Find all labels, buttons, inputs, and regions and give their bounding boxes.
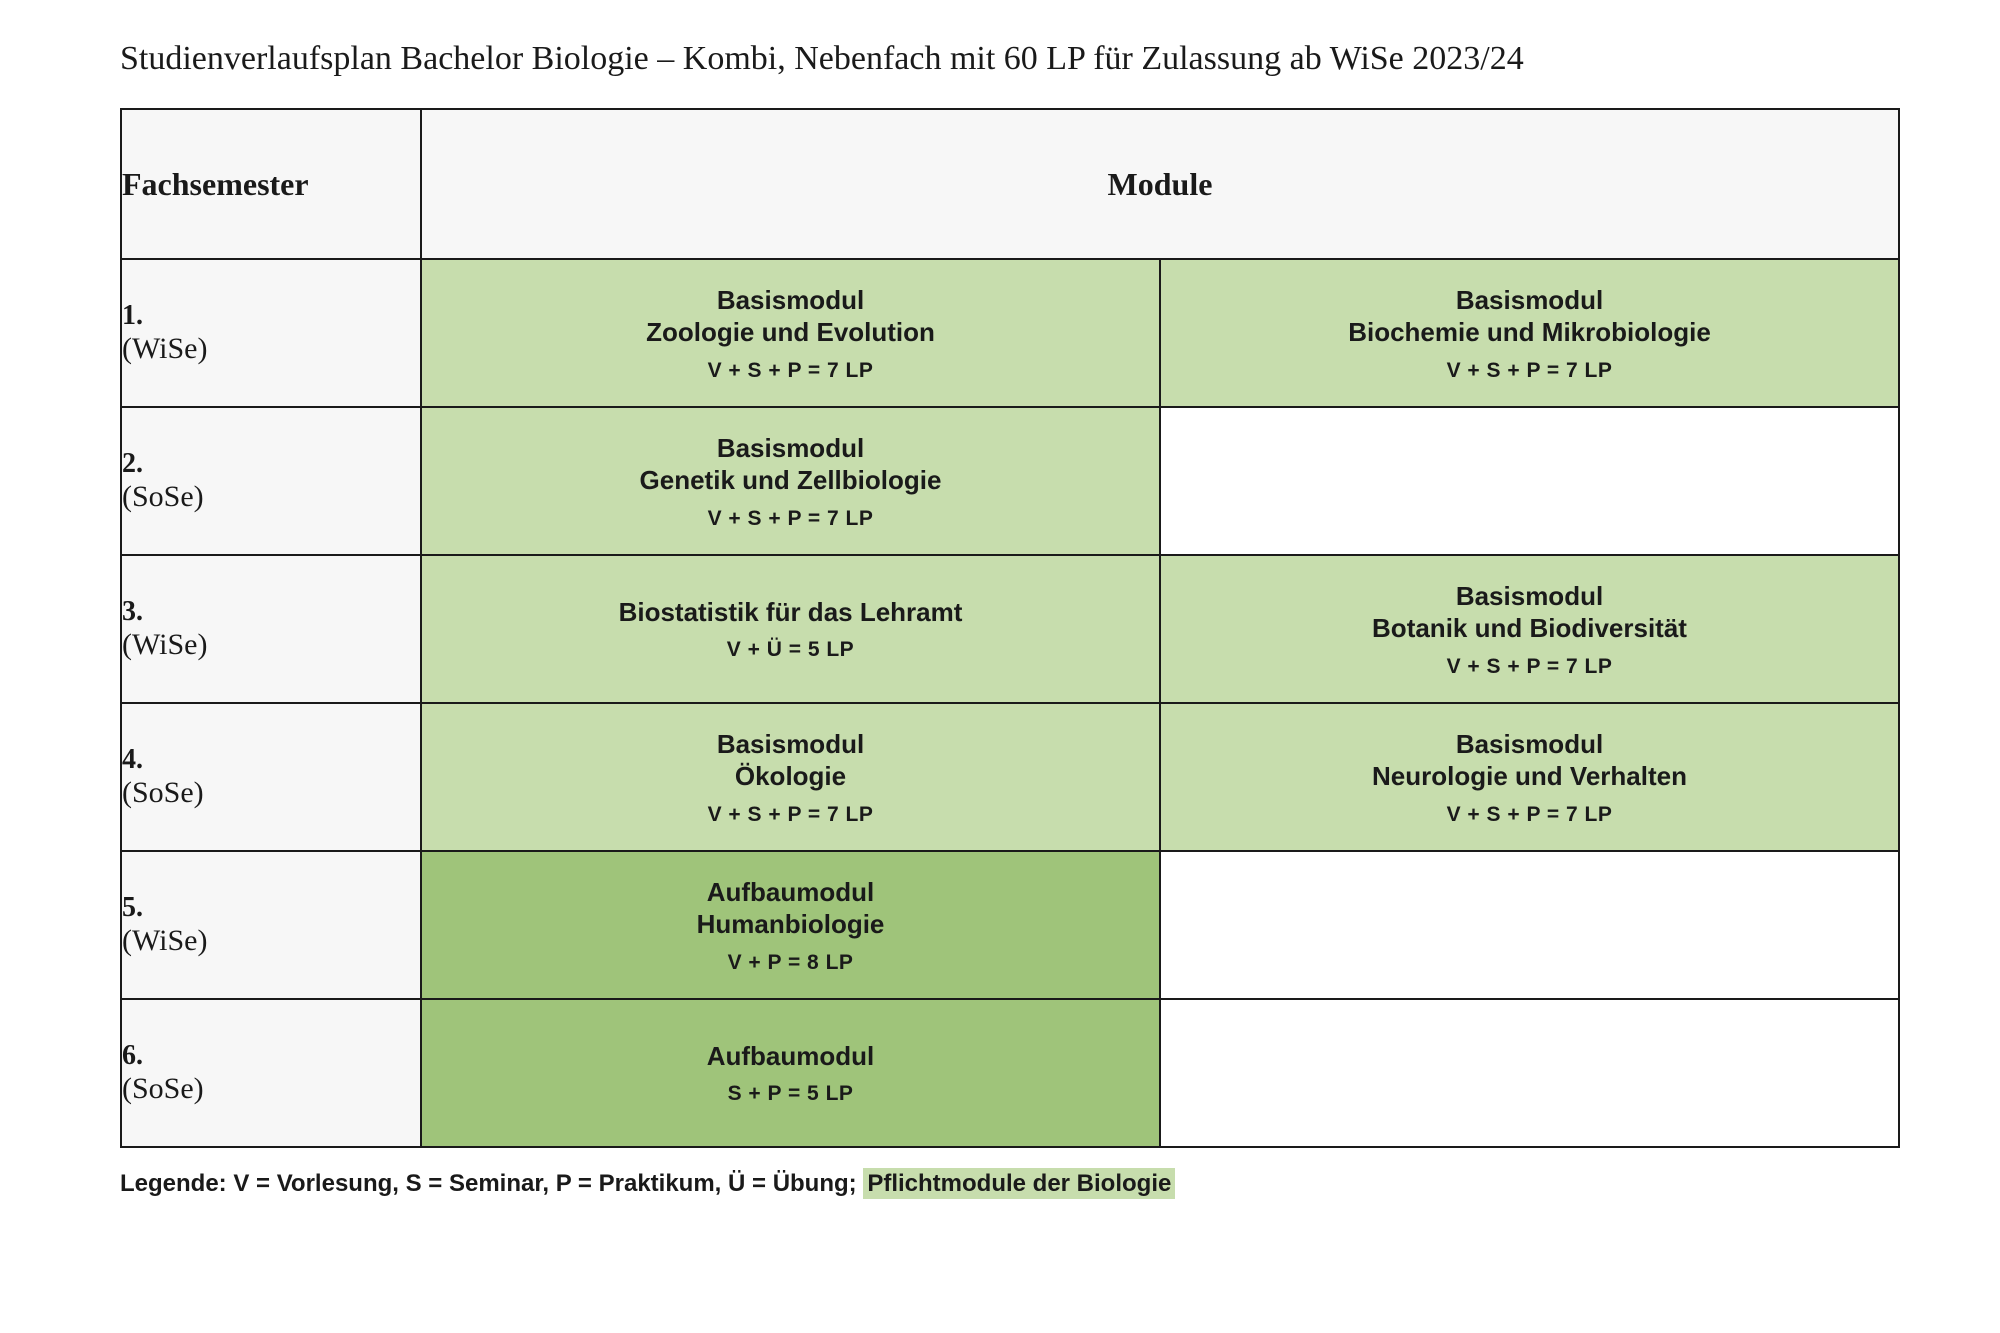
module-credits: V + P = 8 LP xyxy=(422,951,1159,975)
module-title: Aufbaumodul xyxy=(422,1040,1159,1073)
module-credits: S + P = 5 LP xyxy=(422,1082,1159,1106)
page-title: Studienverlaufsplan Bachelor Biologie – … xyxy=(120,40,1900,78)
module-title: AufbaumodulHumanbiologie xyxy=(422,876,1159,941)
module-title: BasismodulGenetik und Zellbiologie xyxy=(422,432,1159,497)
table-row: 1.(WiSe)BasismodulZoologie und Evolution… xyxy=(121,259,1899,407)
module-title: BasismodulZoologie und Evolution xyxy=(422,284,1159,349)
module-cell: BasismodulGenetik und Zellbiologie V + S … xyxy=(421,407,1160,555)
module-cell: AufbaumodulHumanbiologie V + P = 8 LP xyxy=(421,851,1160,999)
module-cell xyxy=(1160,407,1899,555)
table-row: 6.(SoSe)Aufbaumodul S + P = 5 LP xyxy=(121,999,1899,1147)
module-cell: BasismodulBotanik und Biodiversität V + S… xyxy=(1160,555,1899,703)
module-title: BasismodulÖkologie xyxy=(422,728,1159,793)
legend: Legende: V = Vorlesung, S = Seminar, P =… xyxy=(120,1170,1900,1198)
semester-number: 5. xyxy=(122,893,420,924)
semester-term: (SoSe) xyxy=(122,480,420,513)
semester-number: 6. xyxy=(122,1041,420,1072)
semester-number: 4. xyxy=(122,745,420,776)
table-row: 4.(SoSe)BasismodulÖkologieV + S + P = 7 … xyxy=(121,703,1899,851)
module-cell xyxy=(1160,851,1899,999)
table-row: 3.(WiSe)Biostatistik für das Lehramt V + … xyxy=(121,555,1899,703)
module-credits: V + S + P = 7 LP xyxy=(422,507,1159,531)
module-title: BasismodulBiochemie und Mikrobiologie xyxy=(1161,284,1898,349)
semester-cell: 2.(SoSe) xyxy=(121,407,421,555)
semester-cell: 4.(SoSe) xyxy=(121,703,421,851)
legend-text: Legende: V = Vorlesung, S = Seminar, P =… xyxy=(120,1170,863,1197)
semester-number: 3. xyxy=(122,597,420,628)
module-cell: BasismodulZoologie und Evolution V + S + … xyxy=(421,259,1160,407)
semester-cell: 5.(WiSe) xyxy=(121,851,421,999)
module-credits: V + S + P = 7 LP xyxy=(1161,803,1898,827)
module-cell: BasismodulNeurologie und Verhalten V + S … xyxy=(1160,703,1899,851)
semester-term: (SoSe) xyxy=(122,1072,420,1105)
module-cell: Aufbaumodul S + P = 5 LP xyxy=(421,999,1160,1147)
module-credits: V + S + P = 7 LP xyxy=(1161,655,1898,679)
table-row: 5.(WiSe)AufbaumodulHumanbiologie V + P = … xyxy=(121,851,1899,999)
legend-swatch: Pflichtmodule der Biologie xyxy=(863,1168,1175,1199)
header-module: Module xyxy=(421,109,1899,259)
header-semester: Fachsemester xyxy=(121,109,421,259)
semester-number: 1. xyxy=(122,301,420,332)
table-header-row: Fachsemester Module xyxy=(121,109,1899,259)
module-credits: V + S + P = 7 LP xyxy=(1161,359,1898,383)
module-cell: Biostatistik für das Lehramt V + Ü = 5 LP xyxy=(421,555,1160,703)
module-title: BasismodulNeurologie und Verhalten xyxy=(1161,728,1898,793)
module-title: Biostatistik für das Lehramt xyxy=(422,596,1159,629)
semester-term: (WiSe) xyxy=(122,628,420,661)
semester-term: (SoSe) xyxy=(122,776,420,809)
semester-number: 2. xyxy=(122,449,420,480)
module-title: BasismodulBotanik und Biodiversität xyxy=(1161,580,1898,645)
module-credits: V + S + P = 7 LP xyxy=(422,803,1159,827)
module-cell: BasismodulBiochemie und Mikrobiologie V +… xyxy=(1160,259,1899,407)
module-credits: V + Ü = 5 LP xyxy=(422,638,1159,662)
semester-term: (WiSe) xyxy=(122,924,420,957)
module-credits: V + S + P = 7 LP xyxy=(422,359,1159,383)
module-cell xyxy=(1160,999,1899,1147)
module-cell: BasismodulÖkologie V + S + P = 7 LP xyxy=(421,703,1160,851)
semester-cell: 6.(SoSe) xyxy=(121,999,421,1147)
table-row: 2.(SoSe)BasismodulGenetik und Zellbiolog… xyxy=(121,407,1899,555)
semester-term: (WiSe) xyxy=(122,332,420,365)
semester-cell: 1.(WiSe) xyxy=(121,259,421,407)
semester-cell: 3.(WiSe) xyxy=(121,555,421,703)
study-plan-table: Fachsemester Module 1.(WiSe)BasismodulZo… xyxy=(120,108,1900,1148)
